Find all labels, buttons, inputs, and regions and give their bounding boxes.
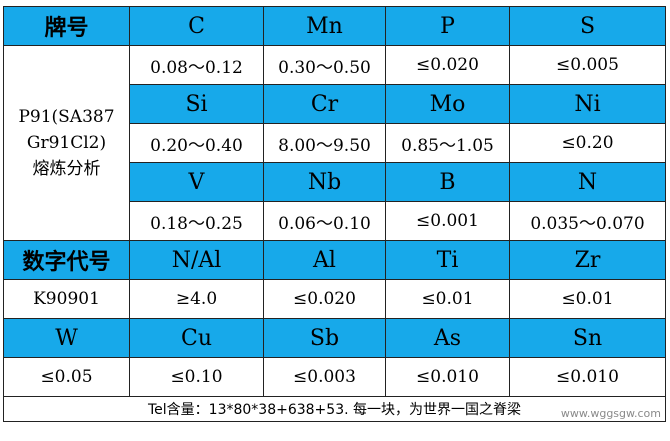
value-p: ≤0.020	[385, 45, 510, 85]
value-ni: ≤0.20	[509, 123, 666, 163]
watermark: www.wggsgw.com	[560, 407, 661, 420]
value-as: ≤0.010	[385, 357, 510, 397]
element-nb: Nb	[263, 162, 386, 202]
element-al: Al	[263, 240, 386, 280]
value-v: 0.18～0.25	[129, 201, 264, 241]
element-row-5: W Cu Sb As Sn	[3, 318, 666, 358]
element-as: As	[385, 318, 510, 358]
value-al: ≤0.020	[263, 279, 386, 319]
element-row-3: V Nb B N	[4, 162, 666, 202]
element-row-2: Si Cr Mo Ni	[4, 84, 666, 124]
footer-note: Tel含量：13*80*38+638+53. 每一块，为世界一国之脊梁	[147, 402, 522, 418]
value-si: 0.20～0.40	[129, 123, 264, 163]
value-c: 0.08～0.12	[129, 45, 264, 85]
code-values-row: K90901 ≥4.0 ≤0.020 ≤0.01 ≤0.01	[3, 279, 666, 319]
grade-cell: P91(SA387 Gr91Cl2) 熔炼分析	[3, 45, 130, 241]
value-nb: 0.06～0.10	[263, 201, 386, 241]
numeric-code: K90901	[3, 279, 130, 319]
element-c: C	[129, 6, 264, 46]
grade-line-2: Gr91Cl2)	[26, 133, 107, 153]
element-s: S	[509, 6, 666, 46]
value-mn: 0.30～0.50	[263, 45, 386, 85]
element-w: W	[3, 318, 130, 358]
element-cu: Cu	[129, 318, 264, 358]
value-b: ≤0.001	[385, 201, 510, 241]
element-sn: Sn	[509, 318, 666, 358]
value-n-al: ≥4.0	[129, 279, 264, 319]
value-cr: 8.00～9.50	[263, 123, 386, 163]
value-zr: ≤0.01	[509, 279, 666, 319]
spec-table: 牌号 C Mn P S P91(SA387 Gr91Cl2) 熔炼分析 0.08…	[3, 6, 666, 422]
element-mo: Mo	[385, 84, 510, 124]
element-ni: Ni	[509, 84, 666, 124]
grade-label: 牌号	[3, 6, 130, 46]
values-row-3: 0.18～0.25 0.06～0.10 ≤0.001 0.035～0.070	[4, 201, 666, 241]
element-sb: Sb	[263, 318, 386, 358]
element-si: Si	[129, 84, 264, 124]
value-n: 0.035～0.070	[509, 201, 666, 241]
value-w: ≤0.05	[3, 357, 130, 397]
value-cu: ≤0.10	[129, 357, 264, 397]
element-b: B	[385, 162, 510, 202]
values-row-5: ≤0.05 ≤0.10 ≤0.003 ≤0.010 ≤0.010	[3, 357, 666, 397]
code-header-row: 数字代号 N/Al Al Ti Zr	[3, 240, 666, 280]
header-row: 牌号 C Mn P S	[3, 6, 666, 46]
element-mn: Mn	[263, 6, 386, 46]
element-cr: Cr	[263, 84, 386, 124]
value-sn: ≤0.010	[509, 357, 666, 397]
element-n: N	[509, 162, 666, 202]
footer-note-cell: Tel含量：13*80*38+638+53. 每一块，为世界一国之脊梁 www.…	[3, 396, 666, 422]
value-s: ≤0.005	[509, 45, 666, 85]
element-v: V	[129, 162, 264, 202]
element-p: P	[385, 6, 510, 46]
values-row-1: P91(SA387 Gr91Cl2) 熔炼分析 0.08～0.12 0.30～0…	[3, 45, 666, 241]
grade-line-3: 熔炼分析	[32, 159, 101, 179]
footer-row: Tel含量：13*80*38+638+53. 每一块，为世界一国之脊梁 www.…	[3, 396, 666, 422]
value-sb: ≤0.003	[263, 357, 386, 397]
element-ti: Ti	[385, 240, 510, 280]
value-mo: 0.85～1.05	[385, 123, 510, 163]
element-zr: Zr	[509, 240, 666, 280]
code-label: 数字代号	[3, 240, 130, 280]
grade-line-1: P91(SA387	[18, 107, 115, 127]
element-n-al: N/Al	[129, 240, 264, 280]
value-ti: ≤0.01	[385, 279, 510, 319]
